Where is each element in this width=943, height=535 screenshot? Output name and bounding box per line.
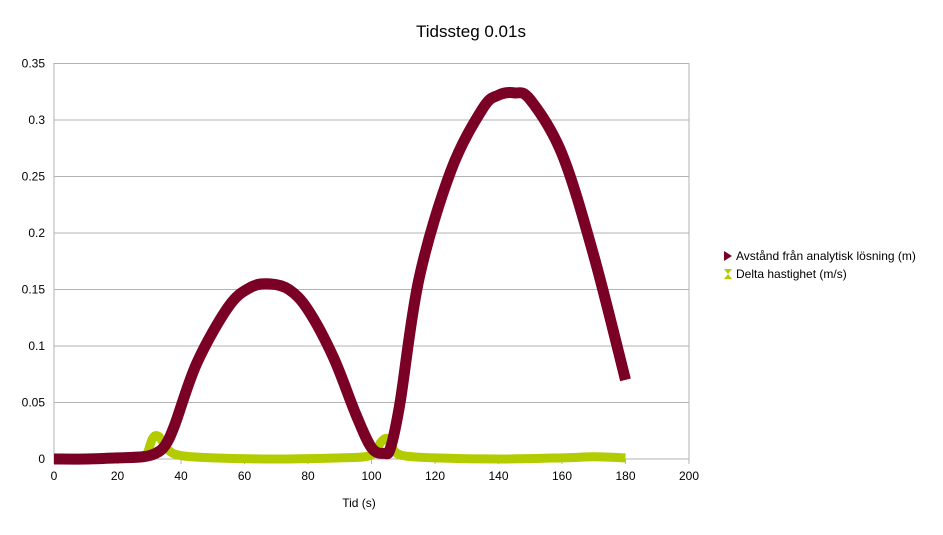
y-tick-label: 0.15: [22, 283, 46, 297]
x-tick-label: 180: [615, 469, 635, 483]
x-tick-label: 40: [174, 469, 188, 483]
y-tick-label: 0.1: [28, 339, 45, 353]
x-axis-tick-labels: 0 20 40 60 80 100 120 140 160 180 200: [51, 469, 700, 483]
y-tick-label: 0: [38, 452, 45, 466]
legend-marker-hourglass-icon: [724, 269, 732, 279]
y-tick-label: 0.35: [22, 57, 46, 71]
y-tick-label: 0.05: [22, 396, 46, 410]
legend-marker-triangle-icon: [724, 251, 732, 261]
series-lines: [53, 87, 631, 465]
legend: Avstånd från analytisk lösning (m) Delta …: [724, 249, 916, 281]
y-tick-label: 0.2: [28, 226, 45, 240]
y-tick-label: 0.25: [22, 170, 46, 184]
x-tick-label: 200: [679, 469, 699, 483]
series-line-avstand: [53, 87, 631, 465]
x-tick-label: 80: [301, 469, 315, 483]
x-tick-label: 120: [425, 469, 445, 483]
x-tick-label: 60: [238, 469, 252, 483]
x-tick-label: 100: [361, 469, 381, 483]
legend-label: Delta hastighet (m/s): [736, 267, 847, 281]
x-tick-label: 0: [51, 469, 58, 483]
series-line-delta-hastighet: [53, 431, 626, 464]
x-tick-label: 20: [111, 469, 125, 483]
x-tick-label: 160: [552, 469, 572, 483]
legend-label: Avstånd från analytisk lösning (m): [736, 249, 916, 263]
chart-title: Tidssteg 0.01s: [416, 22, 526, 41]
y-axis-tick-labels: 0 0.05 0.1 0.15 0.2 0.25 0.3 0.35: [22, 57, 46, 467]
x-tick-label: 140: [488, 469, 508, 483]
y-tick-label: 0.3: [28, 113, 45, 127]
x-axis-label: Tid (s): [342, 496, 376, 510]
